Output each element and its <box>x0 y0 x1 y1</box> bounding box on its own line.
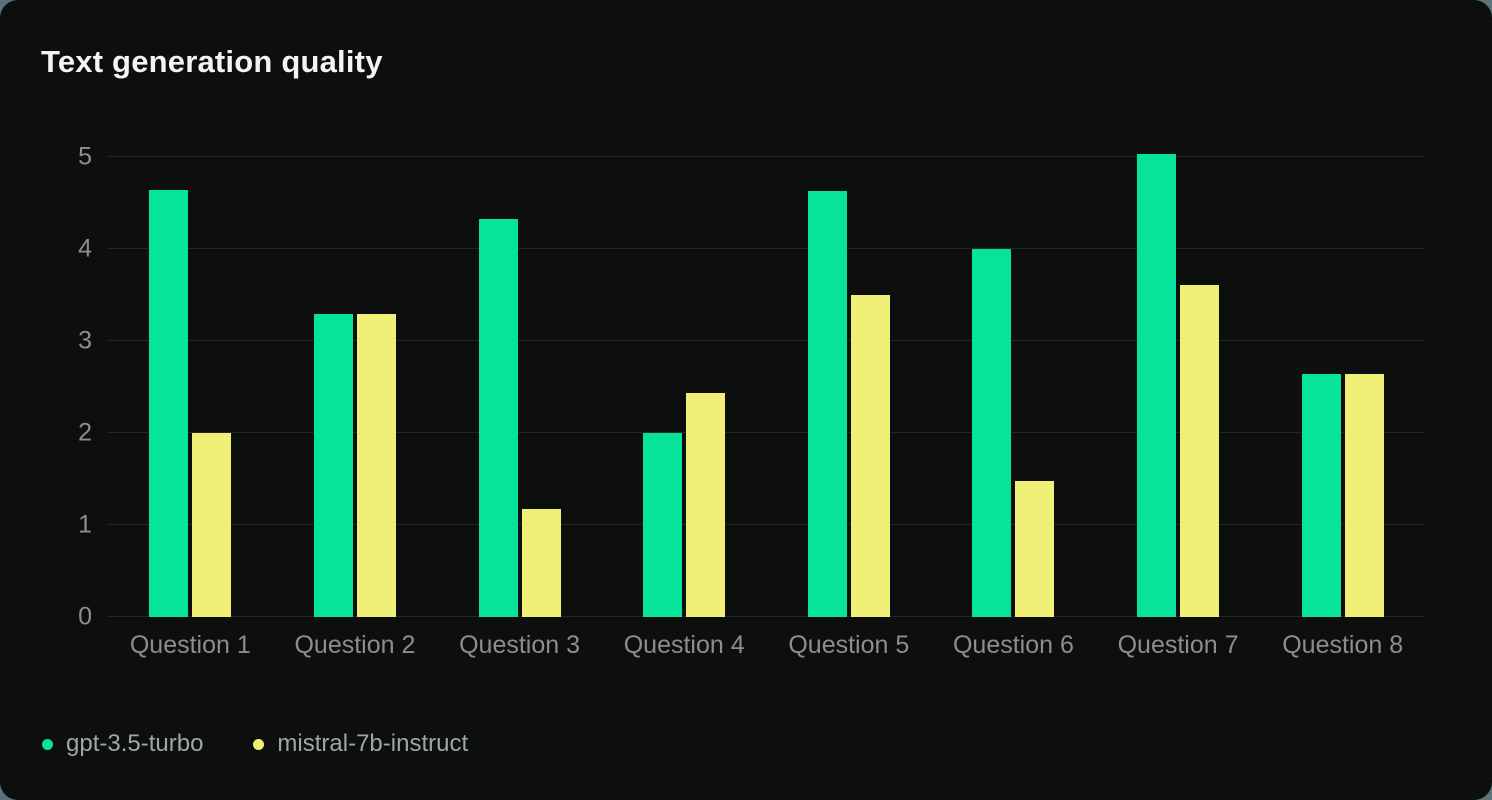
y-tick-label: 0 <box>78 602 92 631</box>
bar-mistral-7b-instruct[interactable] <box>686 393 726 617</box>
y-tick-label: 5 <box>78 142 92 171</box>
legend-dot-icon <box>42 738 53 750</box>
y-axis-ticks: 0 1 2 3 4 5 <box>0 144 92 629</box>
bar-mistral-7b-instruct[interactable] <box>521 509 561 617</box>
gridline <box>108 524 1425 525</box>
gridline <box>108 248 1425 249</box>
bar-group <box>273 157 438 617</box>
bar-group <box>437 157 602 617</box>
x-axis-labels: Question 1 Question 2 Question 3 Question 4… <box>108 631 1425 659</box>
x-axis-label: Question 4 <box>623 631 745 659</box>
bar-mistral-7b-instruct[interactable] <box>1180 284 1220 617</box>
gridline <box>108 432 1425 433</box>
x-axis-label: Question 2 <box>294 631 416 659</box>
legend-label: gpt-3.5-turbo <box>66 730 204 757</box>
y-tick-label: 4 <box>78 234 92 263</box>
legend-item-gpt-3-5-turbo[interactable]: gpt-3.5-turbo <box>42 730 203 758</box>
bar-groups <box>108 154 1425 617</box>
x-axis-label: Question 5 <box>788 631 910 659</box>
y-tick-label: 1 <box>78 510 92 539</box>
gridline <box>108 616 1425 617</box>
bar-gpt-3.5-turbo[interactable] <box>972 249 1012 617</box>
legend-item-mistral-7b-instruct[interactable]: mistral-7b-instruct <box>253 730 468 758</box>
bar-gpt-3.5-turbo[interactable] <box>1301 374 1341 617</box>
legend-dot-icon <box>253 738 265 750</box>
x-axis-label: Question 1 <box>129 631 251 659</box>
y-tick-label: 2 <box>78 418 92 447</box>
chart-title: Text generation quality <box>41 44 383 79</box>
bar-gpt-3.5-turbo[interactable] <box>643 433 683 617</box>
y-tick-label: 3 <box>78 326 92 355</box>
bar-gpt-3.5-turbo[interactable] <box>149 190 189 617</box>
legend-label: mistral-7b-instruct <box>277 730 469 757</box>
plot-area <box>108 154 1425 617</box>
bar-mistral-7b-instruct[interactable] <box>1015 480 1055 617</box>
bar-mistral-7b-instruct[interactable] <box>192 433 232 617</box>
bar-mistral-7b-instruct[interactable] <box>850 295 890 617</box>
bar-mistral-7b-instruct[interactable] <box>1344 374 1384 617</box>
x-axis-label: Question 8 <box>1282 631 1404 659</box>
gridline <box>108 156 1425 157</box>
legend: gpt-3.5-turbo mistral-7b-instruct <box>42 730 468 758</box>
bar-mistral-7b-instruct[interactable] <box>356 314 396 617</box>
bar-gpt-3.5-turbo[interactable] <box>1137 154 1177 617</box>
bar-gpt-3.5-turbo[interactable] <box>313 314 353 617</box>
gridline <box>108 340 1425 341</box>
bar-group <box>931 157 1096 617</box>
x-axis-label: Question 3 <box>459 631 581 659</box>
bar-group <box>767 157 932 617</box>
x-axis-label: Question 6 <box>952 631 1074 659</box>
x-axis-label: Question 7 <box>1117 631 1239 659</box>
bar-group <box>602 157 767 617</box>
bar-group <box>1260 157 1425 617</box>
bar-gpt-3.5-turbo[interactable] <box>807 191 847 617</box>
bar-group <box>1096 154 1261 617</box>
bar-gpt-3.5-turbo[interactable] <box>478 218 518 617</box>
bar-group <box>108 157 273 617</box>
